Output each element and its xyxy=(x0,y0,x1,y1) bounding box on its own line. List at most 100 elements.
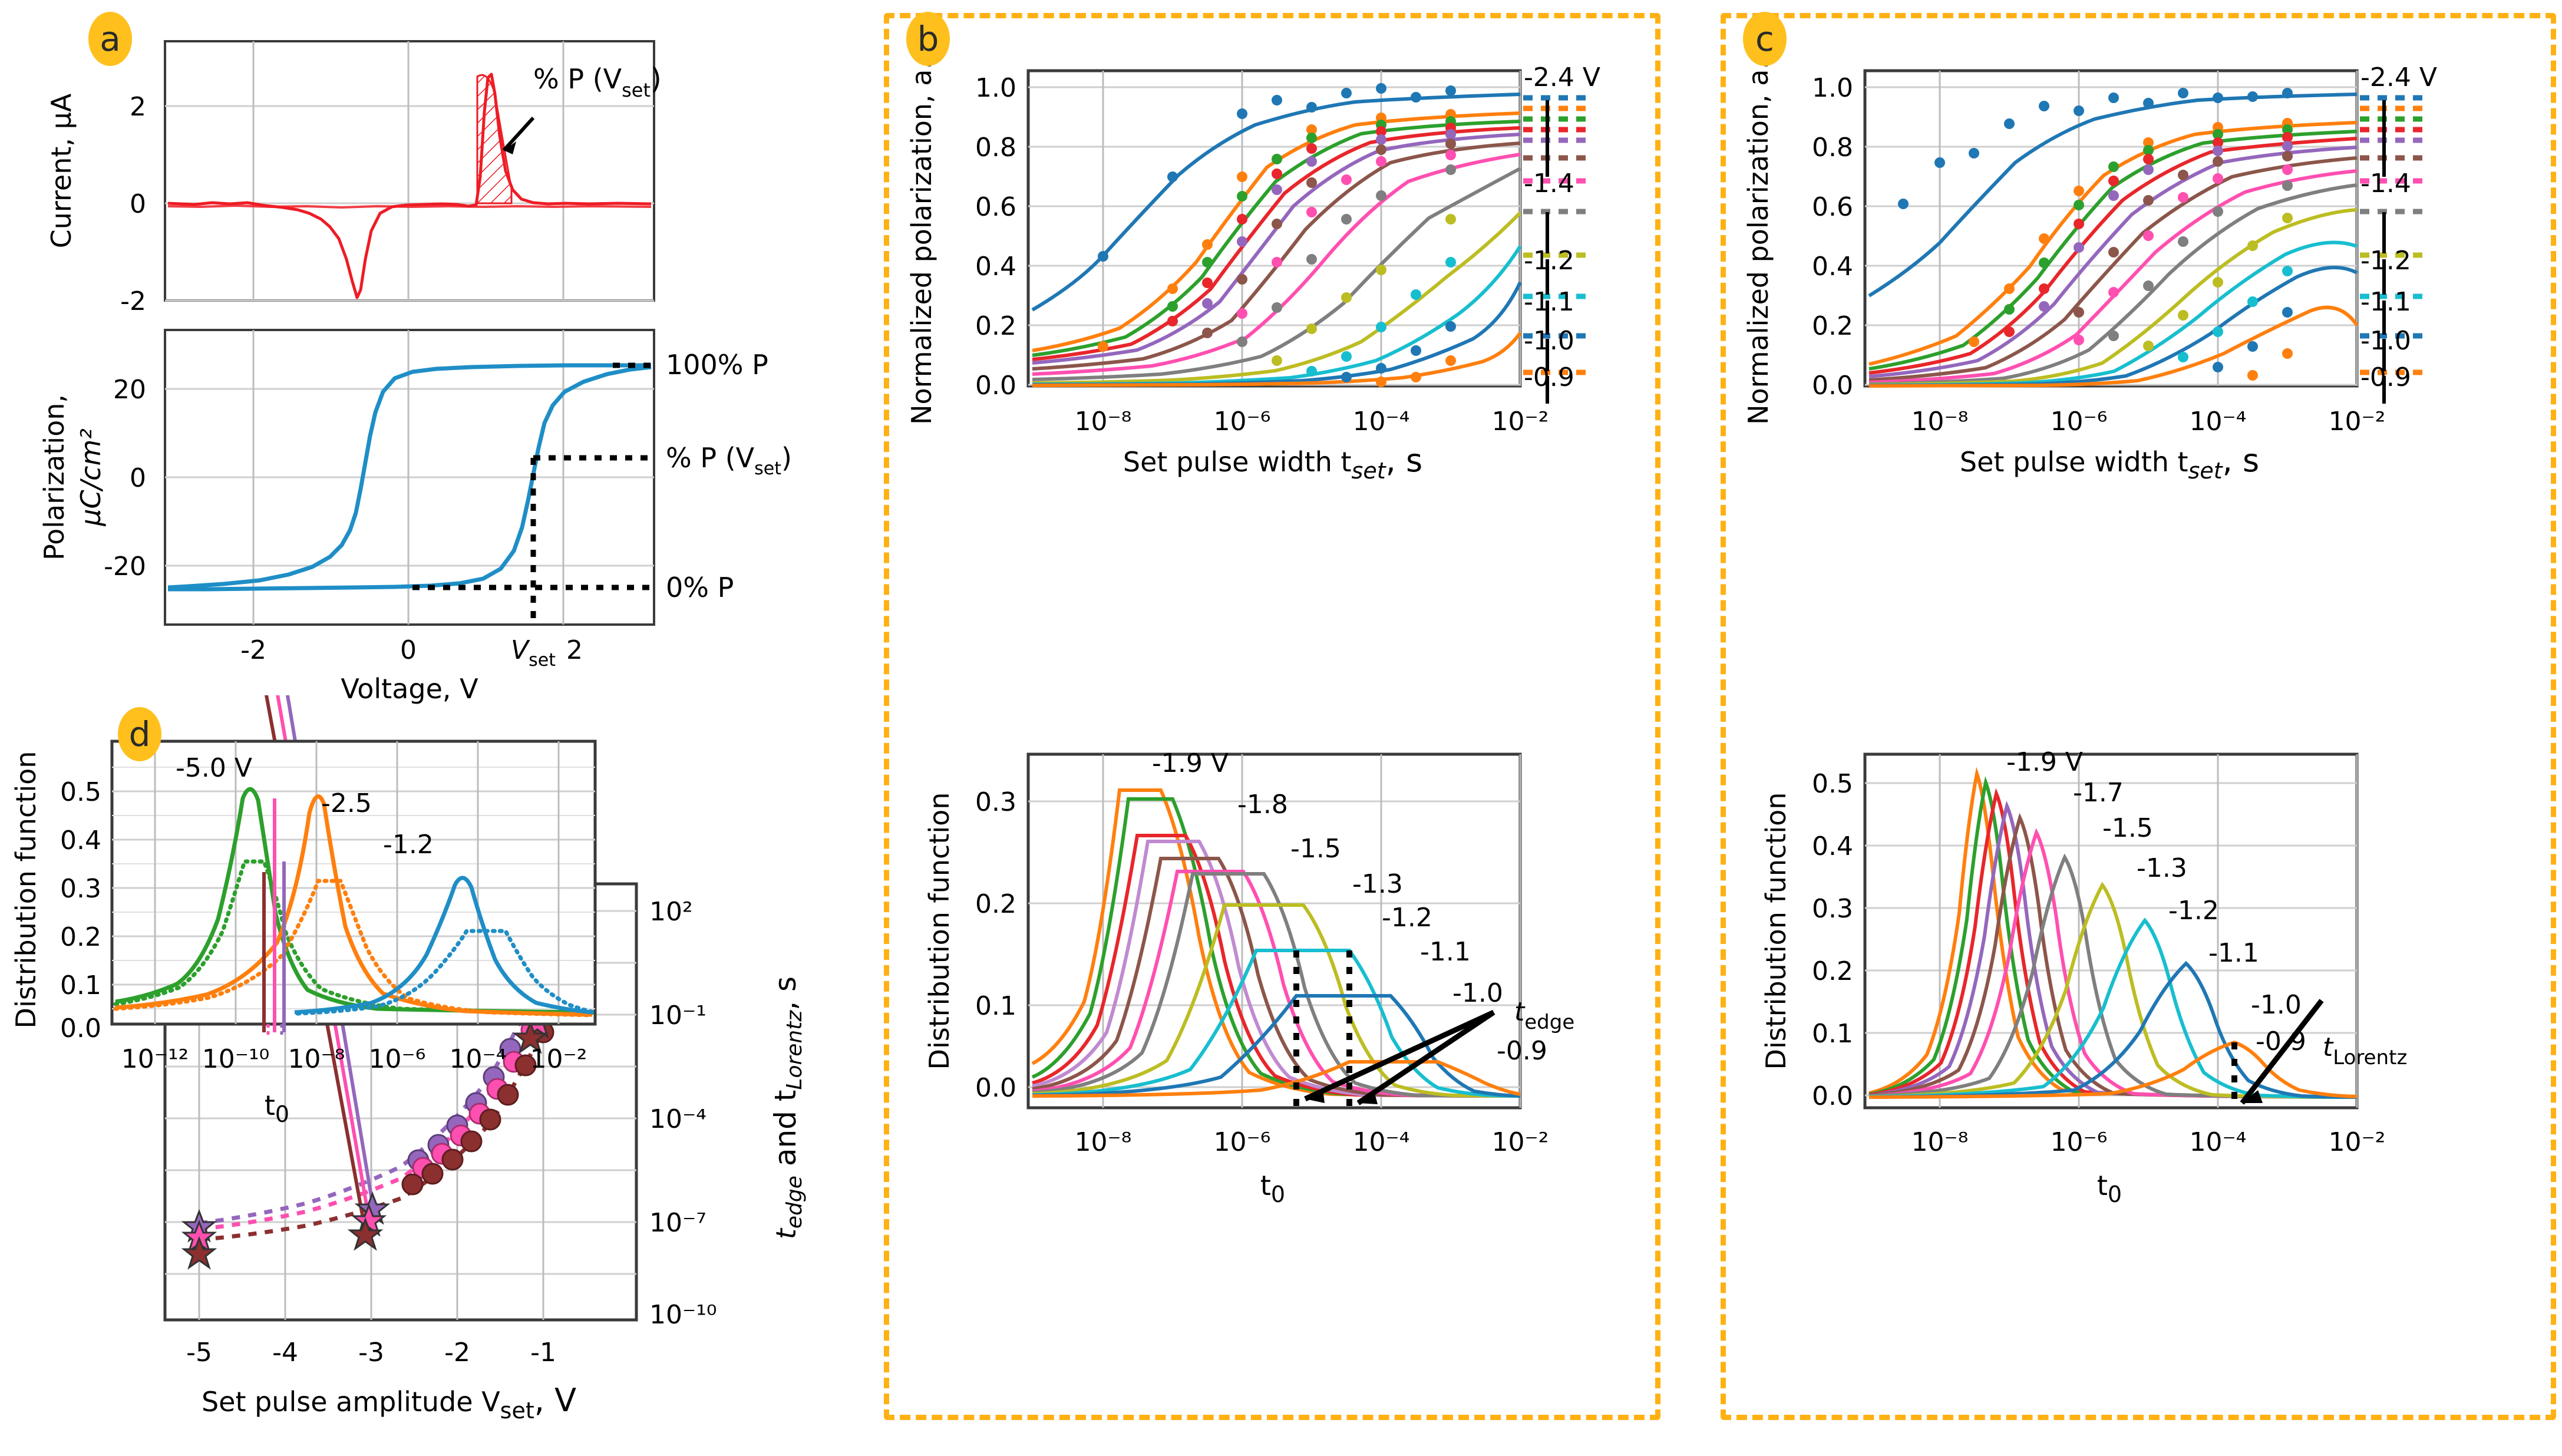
panel-c-dist-ytick-01: 0.1 xyxy=(1812,1019,1853,1049)
panel-c-ytick-02: 0.2 xyxy=(1812,311,1853,341)
panel-c-badge: c xyxy=(1743,12,1787,66)
panel-b-legend-label-0: -2.4 V xyxy=(1524,62,1600,93)
panel-d-main-ylabel: tedge and tLorentz, s xyxy=(768,976,807,1239)
panel-b-dist-ytick-00: 0.0 xyxy=(975,1073,1016,1103)
panel-c-dist-xtick-0: 10⁻⁸ xyxy=(1911,1127,1969,1157)
panel-b-dist-label-0: -1.9 V xyxy=(1152,748,1229,778)
panel-c-ytick-08: 0.8 xyxy=(1812,133,1853,163)
panel-d-ytick-0: 10² xyxy=(649,897,693,927)
panel-b-dist-ytick-01: 0.1 xyxy=(975,991,1016,1021)
panel-b-legend-swatches xyxy=(1523,95,1588,404)
panel-c-ytick-04: 0.4 xyxy=(1812,252,1853,282)
panel-b-dist-label-5: -1.1 xyxy=(1420,937,1471,967)
panel-b-badge: b xyxy=(906,12,950,66)
panel-a-ytick-0: 0 xyxy=(130,189,146,219)
panel-a-badge: a xyxy=(88,12,132,66)
panel-d-inset-ytick-1: 0.4 xyxy=(60,826,101,856)
panel-c-top-xlabel: Set pulse width tset, s xyxy=(1960,442,2259,484)
panel-a-xlabel: Voltage, V xyxy=(341,673,478,705)
panel-d-xtick-4: -1 xyxy=(530,1338,556,1368)
panel-b-dashed-border xyxy=(884,13,1660,1420)
panel-a-ytick-2: 2 xyxy=(130,92,146,122)
panel-d-inset-ytick-2: 0.3 xyxy=(60,874,101,904)
pv-loop-up xyxy=(168,365,652,592)
panel-c-dist-label-2: -1.5 xyxy=(2102,813,2153,843)
panel-c-legend-label-4: -1.0 xyxy=(2360,326,2411,356)
panel-b-dist-xtick-1: 10⁻⁶ xyxy=(1214,1127,1271,1157)
panel-c-bottom-axes xyxy=(1863,752,2359,1110)
panel-d-inset-ytick-0: 0.5 xyxy=(60,777,101,807)
panel-a-pol-ytick-20: 20 xyxy=(113,375,146,405)
panel-a-pol-ytick-0: 0 xyxy=(130,463,146,493)
panel-b-xtick-1: 10⁻⁶ xyxy=(1214,407,1271,437)
panel-d-xtick-1: -4 xyxy=(272,1338,298,1368)
panel-d-xtick-3: -2 xyxy=(444,1338,470,1368)
panel-c-t-lorentz-annotation: tLorentz xyxy=(2323,1032,2407,1069)
panel-a-right-label-percent: % P (Vset) xyxy=(666,442,792,479)
panel-c-dist-label-1: -1.7 xyxy=(2073,778,2124,808)
panel-d-inset-ylabel: Distribution function xyxy=(10,751,42,1029)
panel-d-inset-ytick-5: 0.0 xyxy=(60,1013,101,1044)
panel-d-inset-xtick-5: 10⁻² xyxy=(530,1044,587,1074)
panel-d-inset-xtick-3: 10⁻⁶ xyxy=(369,1044,426,1074)
panel-c-legend-label-3: -1.1 xyxy=(2360,287,2411,317)
panel-c-dist-xtick-2: 10⁻⁴ xyxy=(2190,1127,2247,1157)
panel-c-legend-swatches xyxy=(2360,95,2425,404)
panel-b-dist-ytick-02: 0.2 xyxy=(975,889,1016,919)
pv-loop-down xyxy=(167,363,651,590)
panel-a-current-axes xyxy=(164,40,655,302)
panel-a-plot: % P (Vset) 2 0 -2 Current, μA 20 xyxy=(38,40,792,705)
panel-c-ytick-10: 1.0 xyxy=(1812,73,1853,103)
panel-b-dist-ytick-03: 0.3 xyxy=(975,787,1016,817)
panel-d-inset-xtick-2: 10⁻⁸ xyxy=(288,1044,345,1074)
panel-b-dist-label-6: -1.0 xyxy=(1452,978,1503,1008)
panel-b-dist-label-2: -1.5 xyxy=(1290,834,1341,864)
panel-b-ytick-02: 0.2 xyxy=(975,311,1016,341)
panel-c-dist-ytick-03: 0.3 xyxy=(1812,894,1853,924)
panel-c-dist-label-7: -0.9 xyxy=(2256,1026,2306,1056)
panel-a-xtick-0: 0 xyxy=(400,635,417,665)
panel-b-legend-label-4: -1.0 xyxy=(1524,326,1574,356)
panel-b-dist-xtick-0: 10⁻⁸ xyxy=(1075,1127,1132,1157)
panel-c-top-ylabel: Normalized polarization, a.u. xyxy=(1742,35,1774,425)
panel-c-dist-xtick-1: 10⁻⁶ xyxy=(2051,1127,2108,1157)
panel-c-legend-label-5: -0.9 xyxy=(2360,362,2411,392)
panel-a-xtick-m2: -2 xyxy=(240,635,266,665)
panel-c-legend-label-1: -1.4 xyxy=(2360,169,2411,199)
panel-a-bottom-ylabel-1: Polarization, xyxy=(38,394,70,560)
panel-b-legend-label-3: -1.1 xyxy=(1524,287,1574,317)
panel-b-legend-label-5: -0.9 xyxy=(1524,362,1574,392)
panel-d-inset-xtick-0: 10⁻¹² xyxy=(121,1044,189,1074)
panel-d-badge: d xyxy=(118,707,161,761)
panel-b-dist-label-7: -0.9 xyxy=(1497,1036,1547,1066)
panel-c-dist-label-0: -1.9 V xyxy=(2006,747,2083,777)
panel-c-xtick-3: 10⁻² xyxy=(2329,407,2386,437)
panel-c-dist-ytick-00: 0.0 xyxy=(1812,1081,1853,1111)
star-marker xyxy=(181,1236,217,1270)
panel-d-inset-label-1: -2.5 xyxy=(321,788,372,818)
panel-d-inset-label-0: -5.0 V xyxy=(176,753,252,783)
panel-c-top-axes xyxy=(1863,69,2425,404)
panel-c-ytick-06: 0.6 xyxy=(1812,192,1853,222)
panel-b-bottom-ylabel: Distribution function xyxy=(923,793,955,1070)
panel-b-bottom-axes xyxy=(1026,752,1522,1110)
panel-d-inset-axes xyxy=(110,739,597,1036)
panel-c-ytick-00: 0.0 xyxy=(1812,371,1853,401)
panel-c-dist-label-5: -1.1 xyxy=(2208,938,2259,968)
panel-c-legend-label-0: -2.4 V xyxy=(2360,62,2437,93)
panel-d-inset-xlabel: t0 xyxy=(265,1089,289,1127)
panel-b-dist-label-1: -1.8 xyxy=(1237,790,1288,820)
panel-a-ytick-m2: -2 xyxy=(120,286,146,316)
panel-d-ytick-2: 10⁻⁴ xyxy=(649,1104,706,1134)
panel-b-xtick-3: 10⁻² xyxy=(1492,407,1549,437)
panel-c-dist-label-6: -1.0 xyxy=(2251,990,2302,1020)
panel-b-top-axes xyxy=(1026,69,1588,404)
current-curve xyxy=(167,72,652,299)
panel-a-xtick-vset: Vset xyxy=(511,635,556,671)
panel-a-polarization-axes xyxy=(164,329,655,626)
star-marker xyxy=(512,1020,549,1054)
panel-c-dist-ytick-04: 0.4 xyxy=(1812,831,1853,861)
star-marker xyxy=(347,1217,384,1251)
panel-a-xtick-2: 2 xyxy=(566,635,583,665)
